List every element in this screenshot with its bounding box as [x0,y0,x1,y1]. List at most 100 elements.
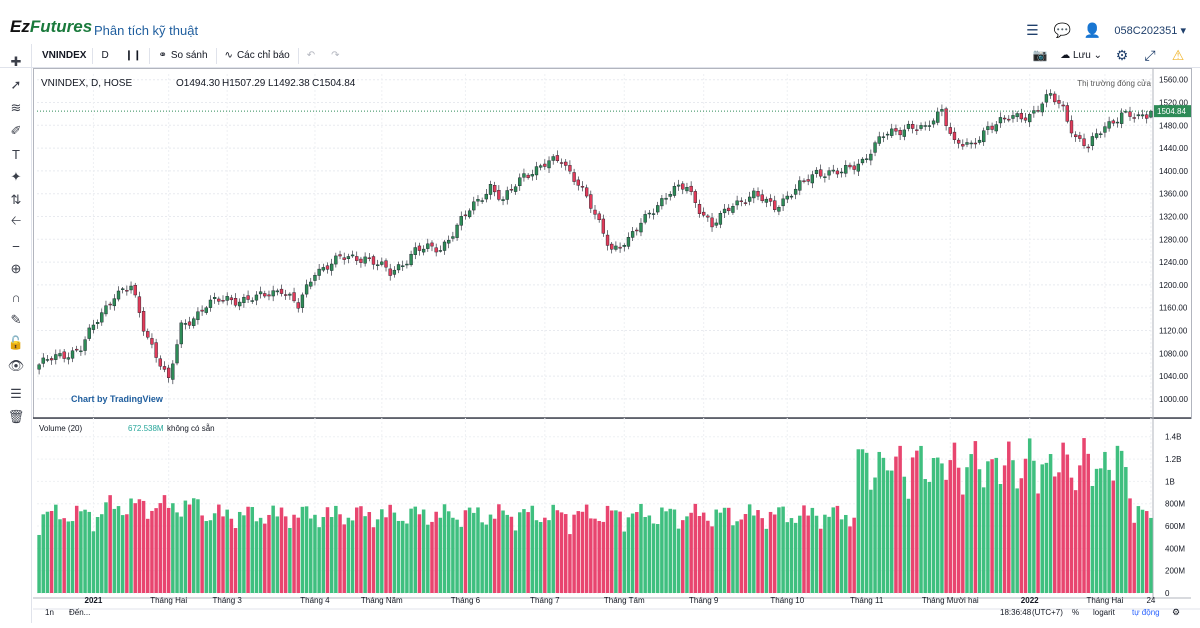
candle-body [100,312,104,323]
legend-low: L1492.38 [268,78,310,89]
candle [1028,112,1032,127]
candle [551,154,555,165]
settings-icon[interactable]: ⚙ [1115,46,1129,63]
candle [1002,115,1007,123]
brand-logo[interactable]: EzFutures [10,17,93,36]
timezone[interactable]: (UTC+7) [1032,608,1063,617]
account-dropdown[interactable]: 058C202351 ▾ [1114,24,1186,37]
magnet-icon[interactable]: ∩ [11,289,21,305]
candle [614,241,618,252]
last-price-badge [1154,105,1191,118]
interval-button[interactable]: D [101,50,109,61]
candle [346,253,351,264]
candle-body [994,124,998,132]
candle [87,324,91,341]
percent-toggle[interactable]: % [1072,608,1079,617]
compare-button[interactable]: ⚭ So sánh [158,50,208,61]
undo-icon[interactable]: ↶ [306,50,316,61]
lock-icon[interactable]: 🔓 [7,335,25,350]
volume-bar [856,449,861,593]
volume-bar [400,520,405,593]
candle [296,298,300,313]
brush-icon[interactable]: ✐ [10,123,22,138]
candle-body [647,212,651,215]
candle [334,252,338,268]
menu-icon[interactable]: ☰ [1026,21,1039,38]
candle [342,252,346,265]
lock-drawing-icon[interactable]: ✎ [10,312,22,327]
volume-legend-title[interactable]: Volume (20) [39,424,82,433]
layers-icon[interactable]: ☰ [10,386,22,401]
candle-body [827,170,831,176]
volume-bar [626,517,631,593]
indicators-button[interactable]: ∿ Các chỉ báo [224,50,290,61]
trash-icon[interactable]: 🗑 [7,409,25,424]
candle-body [467,210,472,218]
candle [539,163,543,171]
candle-body [534,166,539,176]
fib-icon[interactable]: ≋ [10,100,22,115]
zoom-icon[interactable]: ⊕ [10,261,22,276]
fullscreen-icon[interactable]: ⤢ [1144,46,1156,63]
candle-body [823,176,827,178]
candle [284,289,288,300]
legend-title[interactable]: VNINDEX, D, HOSE [41,78,132,89]
chart-canvas[interactable]: 1000.00 1040.00 1080.00 1120.00 1160.00 1200.… [33,68,1200,623]
time-tick-label: Tháng Mười hai [922,596,979,605]
candle-body [936,111,940,123]
trendline-icon[interactable]: ➚ [10,77,22,92]
candle [438,245,443,253]
candle-body [154,342,158,358]
volume-bar [1128,498,1132,593]
crosshair-icon[interactable]: ✚ [10,54,22,69]
chart-settings-icon[interactable]: ⚙ [1172,607,1180,617]
volume-tick-label: 200M [1165,567,1185,576]
candle [196,307,200,325]
volume-bar [271,505,275,593]
candle [133,282,137,298]
volume-bar [371,527,376,593]
measure-tools-icon[interactable]: ⇅ [10,192,22,207]
candle-body [1007,118,1011,121]
volume-bar [743,514,748,593]
candle [890,123,894,138]
save-button[interactable]: ☁ Lưu ⌄ [1060,49,1102,61]
volume-bar [538,522,543,593]
volume-bar [467,507,472,593]
chat-icon[interactable]: 💬 [1053,21,1072,38]
tradingview-watermark[interactable]: Chart by TradingView [71,394,164,404]
candle [839,168,844,178]
back-arrow-icon[interactable]: 🡠 [10,213,22,228]
symbol-search[interactable]: VNINDEX [42,50,87,61]
warning-icon[interactable]: ⚠ [1171,46,1185,63]
candle-type-icon[interactable]: ❙❙ [124,50,142,61]
pattern-icon[interactable]: ✦ [10,169,22,184]
candle [819,164,823,179]
candle-body [764,198,769,203]
candle-body [894,128,898,132]
footer-bar: 1n Đến... 18:36:48 (UTC+7) % logarit tự … [45,607,1180,617]
volume-bar [618,511,622,593]
candle-body [442,241,447,251]
volume-bar [325,507,330,593]
volume-bar [242,515,246,593]
volume-bar [62,518,66,593]
candle-body [948,127,952,134]
text-icon[interactable]: T [12,146,20,162]
candle-body [1048,93,1053,96]
ruler-icon[interactable]: ⎯ [12,238,20,253]
goto-button[interactable]: Đến... [69,608,90,617]
eye-icon[interactable]: 👁 [7,358,25,373]
redo-icon[interactable]: ↷ [331,50,340,61]
camera-icon[interactable]: 📷 [1032,48,1048,62]
range-button[interactable]: 1n [45,608,54,617]
volume-bar [1032,460,1036,593]
user-icon[interactable]: 👤 [1083,21,1102,38]
log-toggle[interactable]: logarit [1093,608,1116,617]
volume-bar [714,509,718,593]
chart-area[interactable]: 1000.00 1040.00 1080.00 1120.00 1160.00 1200.… [33,68,1200,623]
candle [116,286,121,302]
auto-toggle[interactable]: tự động [1132,608,1160,617]
candle [1074,131,1078,142]
candle-body [1107,121,1111,129]
